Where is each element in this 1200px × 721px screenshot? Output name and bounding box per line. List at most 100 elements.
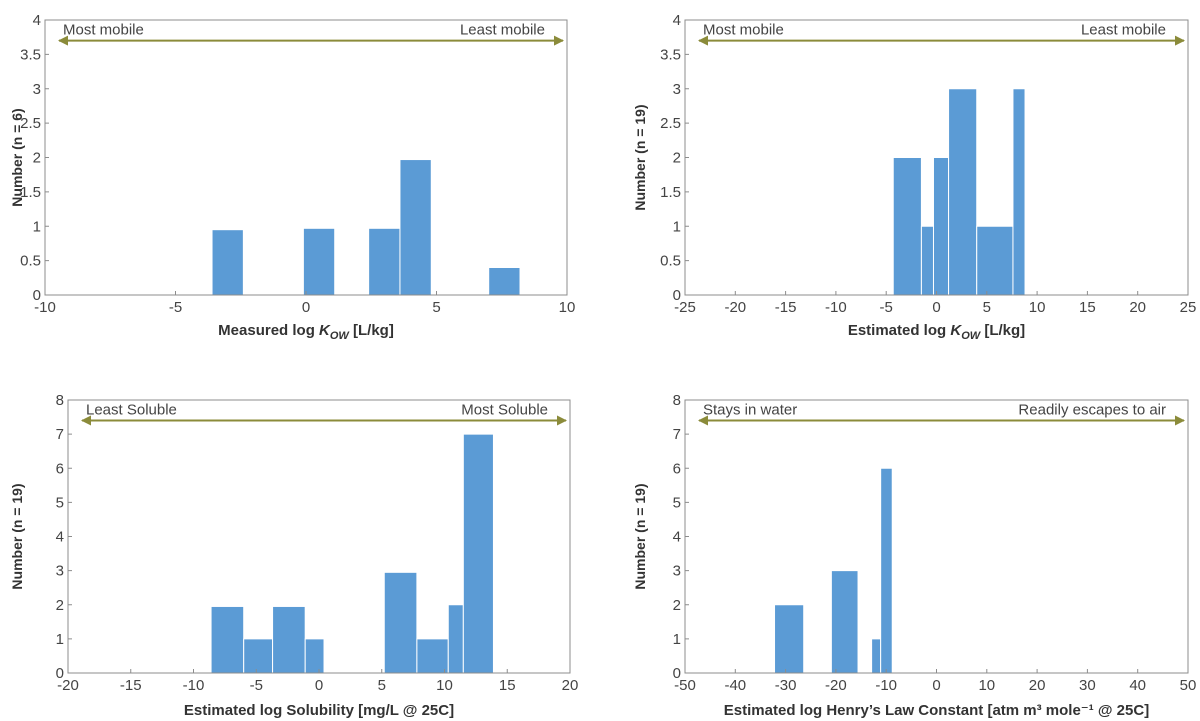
histogram-panel-4: -50 -40 -30 -20 -10 0 10 20 30 40 50 0 1 2 3 4 5 6 7 8 Stays… [632,392,1196,719]
y-tick-label: 1.5 [660,184,681,201]
x-tick-label: 10 [436,677,453,694]
y-tick-label: 5 [56,494,64,511]
y-tick-label: 4 [673,12,681,29]
x-axis-label: Estimated log Henry’s Law Constant [atm … [724,702,1149,719]
y-tick-label: 0 [673,665,681,682]
x-axis-label: Measured log KOW [L/kg] [218,322,394,342]
x-tick-label: -25 [674,299,696,316]
x-tick-label: -10 [875,677,897,694]
annotation-right: Least mobile [460,22,545,39]
y-tick-label: 3.5 [20,46,41,63]
x-tick-label: 10 [978,677,995,694]
y-tick-label: 2 [33,150,41,167]
y-tick-label: 0.5 [660,253,681,270]
x-tick-label: -5 [250,677,263,694]
x-tick-label: 50 [1180,677,1197,694]
x-tick-label: 40 [1129,677,1146,694]
y-tick-label: 7 [56,426,64,443]
histogram-panel-2: -25 -20 -15 -10 -5 0 5 10 15 20 25 0 0.5 1 1.5 2 2.5 3 3.5… [632,12,1196,342]
x-tick-label: -30 [775,677,797,694]
histogram-bar [976,225,1014,296]
x-tick-label: -20 [57,677,79,694]
x-tick-label: 5 [432,299,440,316]
x-tick-label: -10 [825,299,847,316]
plot-frame [67,399,571,674]
histogram-bar [932,157,950,296]
y-tick-label: 1 [673,631,681,648]
x-tick-label: 0 [302,299,310,316]
histogram-bar [383,571,418,674]
x-tick-label: 30 [1079,677,1096,694]
histogram-bar [488,267,521,296]
x-tick-label: -10 [183,677,205,694]
y-tick-label: 4 [56,529,64,546]
x-tick-label: 0 [932,299,940,316]
x-axis-label: Estimated log KOW [L/kg] [848,322,1025,342]
y-tick-label: 4 [33,12,41,29]
x-tick-label: 10 [559,299,576,316]
y-axis-label: Number (n = 19) [632,483,648,589]
x-tick-label: 15 [1079,299,1096,316]
y-tick-label: 1 [673,218,681,235]
y-tick-label: 3 [56,563,64,580]
histogram-bar [302,227,336,296]
y-tick-label: 1 [33,218,41,235]
histogram-bar [447,604,464,674]
y-tick-label: 7 [673,426,681,443]
y-tick-label: 2.5 [20,115,41,132]
y-axis-label: Number (n = 19) [632,104,648,210]
x-tick-label: 15 [499,677,516,694]
annotation-right: Readily escapes to air [1018,401,1166,418]
y-tick-label: 2.5 [660,115,681,132]
histogram-bar [774,604,805,674]
y-axis-label: Number (n = 19) [9,483,25,589]
annotation-left: Least Soluble [86,401,177,418]
histogram-bar [462,433,494,674]
y-tick-label: 3.5 [660,46,681,63]
histogram-bar [871,638,882,674]
histogram-bar [830,570,859,674]
y-axis-label: Number (n = 6) [9,108,25,206]
x-tick-label: -50 [674,677,696,694]
histogram-bar [948,88,978,296]
annotation-left: Stays in water [703,401,797,418]
x-tick-label: 20 [1129,299,1146,316]
y-tick-label: 1 [56,631,64,648]
x-tick-label: -10 [34,299,56,316]
histogram-bar [892,157,922,296]
histogram-bar [1012,88,1026,296]
histogram-panel-3: -20 -15 -10 -5 0 5 10 15 20 0 1 2 3 4 5 6 7 8 Least Solubl… [9,392,578,719]
histogram-bar [880,467,893,674]
y-tick-label: 0.5 [20,253,41,270]
y-tick-label: 0 [33,287,41,304]
y-tick-label: 8 [56,392,64,409]
y-tick-label: 2 [673,597,681,614]
x-tick-label: 0 [932,677,940,694]
x-tick-label: 20 [1029,677,1046,694]
annotation-left: Most mobile [63,22,144,39]
y-tick-label: 5 [673,494,681,511]
x-tick-label: -20 [724,299,746,316]
x-tick-label: 10 [1029,299,1046,316]
y-tick-label: 3 [673,81,681,98]
y-tick-label: 2 [56,597,64,614]
x-tick-label: 25 [1180,299,1197,316]
y-tick-label: 1.5 [20,184,41,201]
x-tick-label: -15 [775,299,797,316]
histogram-bar [368,227,401,296]
histogram-bar [416,638,449,674]
y-tick-label: 3 [33,81,41,98]
y-tick-label: 6 [56,460,64,477]
annotation-right: Most Soluble [461,401,548,418]
x-tick-label: 0 [315,677,323,694]
plot-frame [684,399,1189,674]
x-tick-label: 20 [562,677,579,694]
histogram-bar [920,225,934,296]
y-tick-label: 3 [673,563,681,580]
annotation-left: Most mobile [703,22,784,39]
histogram-bar [399,159,432,296]
histogram-bar [304,638,325,674]
x-axis-label: Estimated log Solubility [mg/L @ 25C] [184,702,454,719]
x-tick-label: 5 [983,299,991,316]
